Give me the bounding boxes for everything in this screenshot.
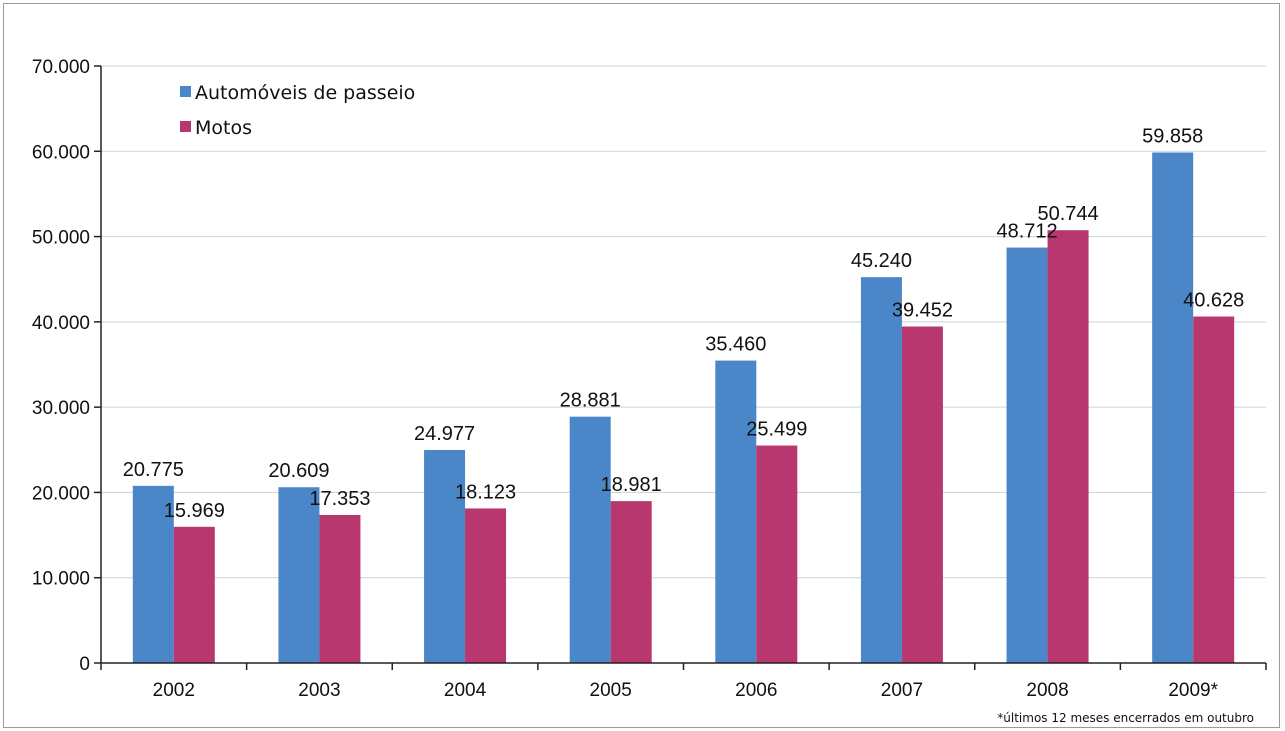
bars <box>132 152 1235 664</box>
axes: 0 10.000 20.000 30.000 40.000 50.000 60.000 70.… <box>32 57 1267 701</box>
bar-automoveis <box>278 487 320 663</box>
data-label: 18.123 <box>455 481 516 503</box>
data-label: 40.628 <box>1183 290 1244 312</box>
data-labels: 20.775 15.969 20.609 17.353 24.977 18.123 28.8… <box>123 125 1245 521</box>
data-label: 45.240 <box>851 250 912 272</box>
data-label: 59.858 <box>1142 125 1203 147</box>
x-tick-label: 2008 <box>1026 680 1068 701</box>
data-label: 25.499 <box>746 419 807 441</box>
y-tick-label: 20.000 <box>32 483 90 504</box>
data-label: 35.460 <box>705 334 766 356</box>
x-tick-label: 2009* <box>1168 680 1218 701</box>
legend: Automóveis de passeio Motos <box>180 82 415 139</box>
bar-motos <box>901 326 943 663</box>
bar-motos <box>756 445 798 663</box>
y-tick-label: 70.000 <box>32 57 90 78</box>
data-label: 20.775 <box>123 459 184 481</box>
y-tick-label: 40.000 <box>32 313 90 334</box>
x-tick-label: 2004 <box>444 680 487 701</box>
bar-motos <box>1047 230 1089 663</box>
x-tick-label: 2005 <box>590 680 632 701</box>
bar-automoveis <box>132 485 174 663</box>
y-tick-label: 30.000 <box>32 398 90 419</box>
bar-automoveis <box>715 360 757 663</box>
bar-motos <box>319 515 361 663</box>
x-tick-label: 2003 <box>298 680 340 701</box>
bar-motos <box>173 526 215 663</box>
y-tick-label: 50.000 <box>32 228 90 249</box>
data-label: 48.712 <box>996 221 1057 243</box>
bar-motos <box>1193 316 1235 663</box>
bar-automoveis <box>569 416 611 663</box>
legend-swatch <box>180 86 191 97</box>
bar-motos <box>610 501 652 663</box>
data-label: 20.609 <box>268 460 329 482</box>
x-tick-label: 2007 <box>881 680 923 701</box>
bar-motos <box>465 508 507 663</box>
data-label: 17.353 <box>309 488 370 510</box>
data-label: 24.977 <box>414 423 475 445</box>
footnote: *últimos 12 meses encerrados em outubro <box>997 711 1254 725</box>
x-tick-label: 2006 <box>735 680 777 701</box>
y-tick-label: 0 <box>79 654 90 675</box>
legend-label: Automóveis de passeio <box>195 82 415 104</box>
data-label: 50.744 <box>1037 203 1098 225</box>
legend-label: Motos <box>195 117 252 139</box>
data-label: 39.452 <box>892 300 953 322</box>
y-tick-label: 60.000 <box>32 142 90 163</box>
y-tick-label: 10.000 <box>32 569 90 590</box>
bar-automoveis <box>424 449 466 663</box>
data-label: 15.969 <box>164 500 225 522</box>
bar-automoveis <box>1152 152 1194 663</box>
legend-swatch <box>180 121 191 132</box>
data-label: 28.881 <box>560 390 621 412</box>
gridlines <box>101 65 1266 579</box>
x-tick-label: 2002 <box>153 680 195 701</box>
bar-automoveis <box>1006 247 1048 664</box>
data-label: 18.981 <box>601 474 662 496</box>
bar-automoveis <box>860 277 902 663</box>
